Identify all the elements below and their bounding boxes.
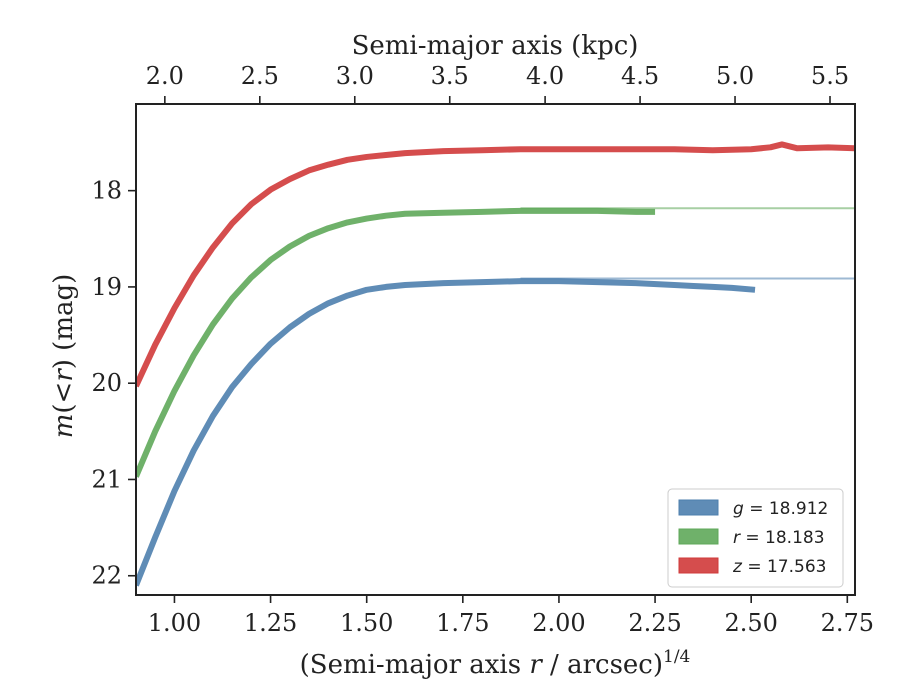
y-tick-label: 19 [91,273,122,301]
y-tick-label: 22 [91,562,122,590]
x-tick-label: 1.75 [436,609,489,637]
y-tick-label: 21 [91,465,122,493]
series-line-z [136,141,855,388]
top-x-axis-title: Semi-major axis (kpc) [352,31,639,61]
series-line-g [136,278,756,587]
top-x-tick-label: 5.0 [716,62,754,90]
top-x-tick-label: 3.5 [431,62,469,90]
plot-frame [135,103,856,596]
x-tick-label: 1.25 [244,609,297,637]
legend-label-z: z = 17.563 [732,557,826,577]
legend-label-g: g = 18.912 [733,499,828,519]
bottom-x-axis: 1.00 1.25 1.50 1.75 2.00 2.25 2.50 2.75 [148,595,874,637]
top-x-axis: 2.0 2.5 3.0 3.5 4.0 4.5 5.0 5.5 [146,62,849,104]
y-tick-label: 20 [91,369,122,397]
plot-area [136,141,855,587]
top-x-tick-label: 2.5 [241,62,279,90]
legend-swatch-r [678,528,719,545]
x-axis-title: (Semi-major axis r / arcsec)1/4 [300,647,691,680]
top-x-tick-label: 4.0 [526,62,564,90]
y-tick-label: 18 [91,177,122,205]
top-x-tick-label: 4.5 [621,62,659,90]
x-tick-label: 1.50 [340,609,393,637]
legend-swatch-g [678,499,719,516]
top-x-tick-label: 3.0 [336,62,374,90]
x-tick-label: 2.75 [821,609,874,637]
x-tick-label: 2.00 [532,609,585,637]
x-tick-label: 2.50 [724,609,777,637]
top-x-tick-label: 2.0 [146,62,184,90]
series-line-r [136,207,656,478]
x-tick-label: 1.00 [148,609,201,637]
top-x-tick-label: 5.5 [811,62,849,90]
legend: g = 18.912 r = 18.183 z = 17.563 [667,488,844,588]
y-axis-title: m(<r) (mag) [49,274,79,439]
left-y-axis: 18 19 20 21 22 [91,177,136,590]
legend-swatch-z [678,557,719,574]
legend-label-r: r = 18.183 [733,528,825,548]
x-tick-label: 2.25 [628,609,681,637]
